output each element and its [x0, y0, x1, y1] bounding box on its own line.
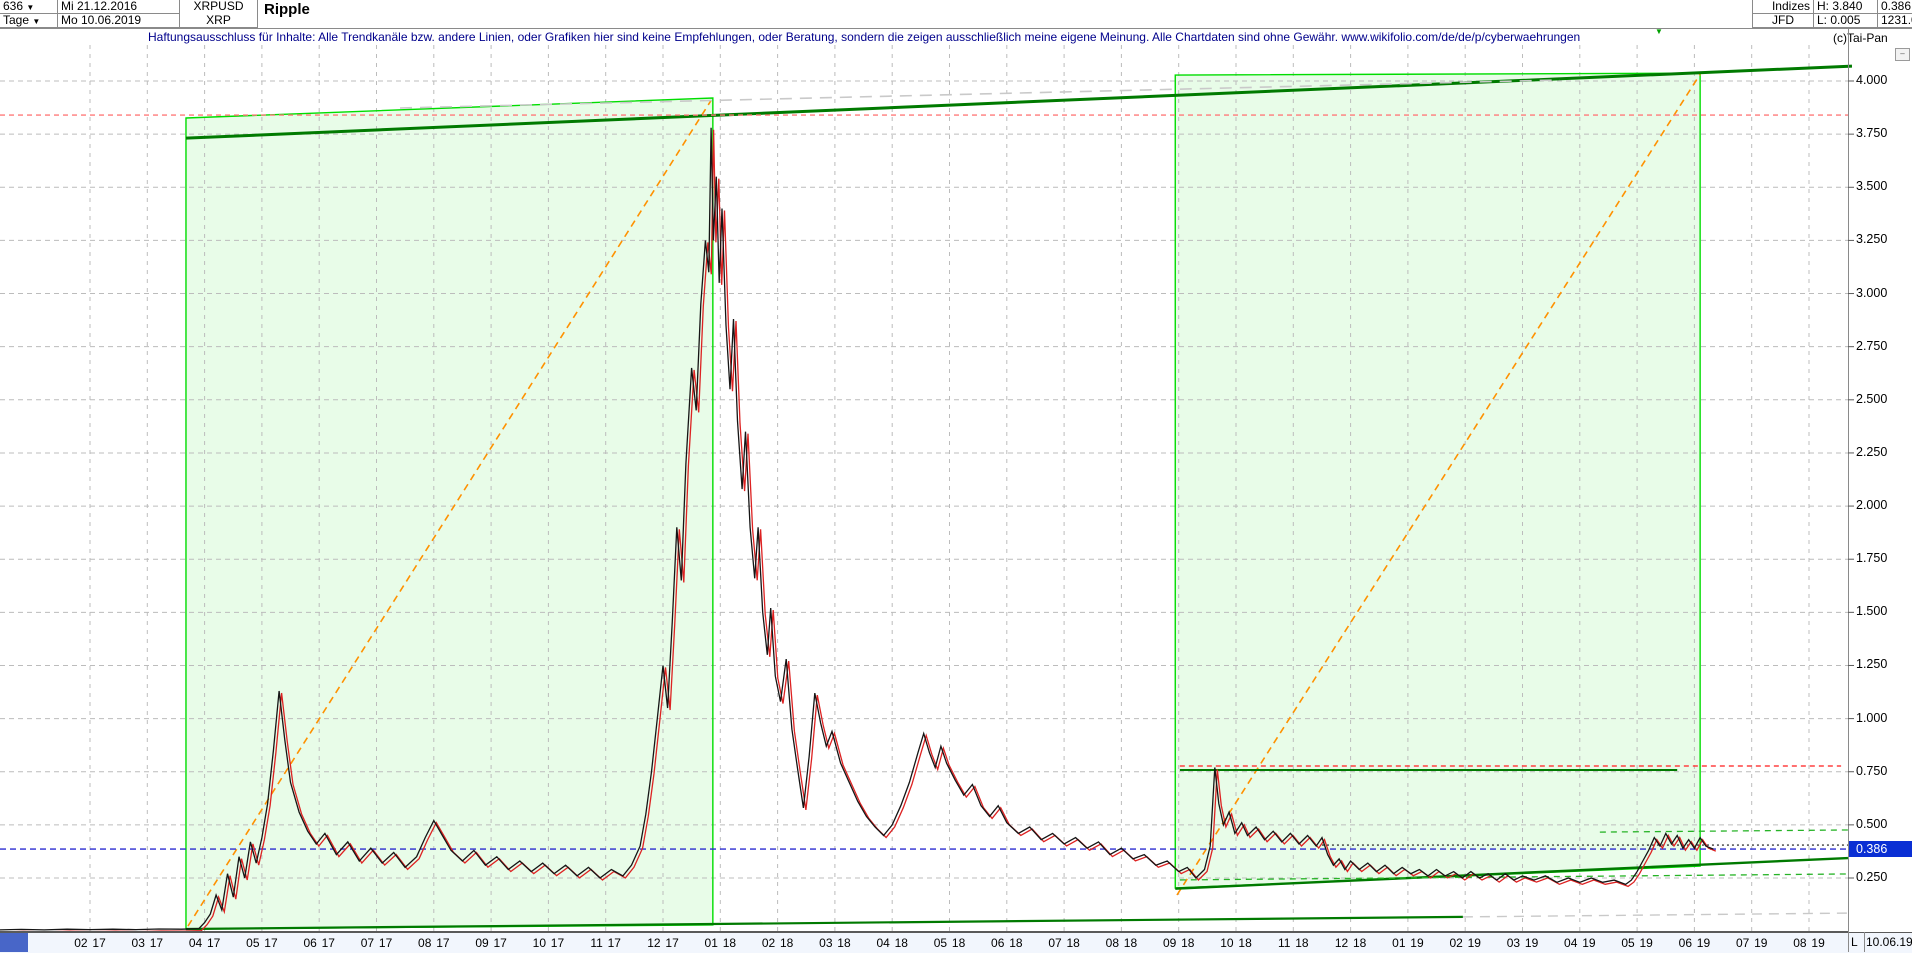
orange-diagonal-2: [1176, 73, 1701, 896]
x-axis-label: 07 19: [1735, 936, 1768, 950]
y-axis-label: 2.000: [1856, 498, 1888, 513]
y-axis-label: 4.000: [1856, 73, 1888, 87]
x-axis-label: 02 17: [74, 936, 106, 950]
green-dashed-mid: [1599, 829, 1848, 833]
y-axis-label: 3.000: [1856, 285, 1888, 300]
disclaimer-text: Haftungsausschluss für Inhalte: Alle Tre…: [148, 30, 1581, 44]
start-date: Mi 21.12.2016: [58, 0, 180, 14]
y-axis-label: 1.000: [1856, 710, 1888, 725]
bars-count-select[interactable]: 636 ▼: [0, 0, 58, 14]
x-axis-label: 04 17: [188, 936, 221, 950]
y-axis-label: 3.500: [1856, 179, 1888, 194]
x-axis-label: 03 17: [131, 936, 164, 950]
x-axis-label: 02 19: [1449, 936, 1481, 950]
timeframe-value: Tage: [3, 14, 30, 27]
y-axis-label: 2.250: [1856, 444, 1888, 459]
upper-ghost-gray-dashed: [399, 79, 1560, 109]
x-axis-label: 02 18: [761, 936, 794, 950]
end-date: Mo 10.06.2019: [58, 14, 180, 28]
price-line: [0, 127, 1714, 931]
instrument-name: Ripple: [264, 1, 310, 18]
header-divider: [0, 28, 1912, 29]
volume-value: 1231.0/0.3: [1878, 14, 1912, 28]
x-axis-label: 01 18: [704, 936, 737, 950]
x-axis-label: 05 18: [933, 936, 966, 950]
last-price-value: 0.386: [1878, 0, 1912, 14]
x-axis-label: 04 18: [876, 936, 908, 950]
price-line-red: [2, 129, 1717, 933]
x-axis-label: 11 17: [590, 936, 621, 950]
chevron-down-icon[interactable]: ▼: [32, 17, 41, 26]
broker-label: JFD: [1752, 14, 1814, 28]
trend-box-2: [1174, 72, 1701, 889]
rising-support-line: [1175, 856, 1849, 890]
x-axis: 02 17 03 17 04 17 05 17 06 17 07 17 08 17 09 17…: [0, 932, 1912, 953]
symbol-short: XRP: [180, 14, 258, 28]
y-axis-label: 2.750: [1856, 338, 1888, 353]
x-axis-label: 03 19: [1506, 936, 1539, 950]
green-dashed-low: [1179, 873, 1848, 881]
minimize-icon[interactable]: –: [1895, 48, 1910, 61]
x-axis-label: 06 18: [991, 936, 1023, 950]
x-axis-label: 12 17: [647, 936, 679, 950]
y-axis-label: 1.250: [1856, 657, 1888, 672]
triangle-down-icon: ▼: [1655, 27, 1663, 36]
footer-separator: [1864, 932, 1865, 952]
x-axis-label: 08 18: [1105, 936, 1138, 950]
upper-channel-line: [185, 64, 1853, 140]
category-label: Indizes: [1752, 0, 1814, 14]
x-axis-label: 05 19: [1621, 936, 1653, 950]
timeframe-select[interactable]: Tage ▼: [0, 14, 58, 28]
last-bar-label: L: [1851, 935, 1858, 949]
x-axis-label: 09 17: [475, 936, 507, 950]
symbol: XRPUSD: [180, 0, 258, 14]
bars-count-value: 636: [3, 0, 24, 13]
current-price-tag: 0.386: [1849, 841, 1912, 857]
x-axis-label: 12 18: [1334, 936, 1367, 950]
y-axis-label: 3.250: [1856, 232, 1888, 247]
x-axis-label: 09 18: [1162, 936, 1195, 950]
x-axis-label: 10 17: [532, 936, 565, 950]
footer-blue-box: [0, 933, 28, 952]
last-bar-date: 10.06.19: [1866, 935, 1912, 949]
lower-flat-support: [185, 915, 1463, 931]
x-axis-label: 07 17: [360, 936, 393, 950]
trend-box-2-fill: [1175, 73, 1701, 888]
y-axis-label: 0.250: [1856, 870, 1888, 884]
x-axis-label: 11 18: [1277, 936, 1309, 950]
x-axis-label: 05 17: [246, 936, 278, 950]
lower-flat-ghost-ext: [1462, 912, 1852, 918]
x-axis-label: 06 17: [303, 936, 335, 950]
y-axis-label: 0.500: [1856, 816, 1888, 831]
y-axis-label: 1.750: [1856, 551, 1888, 566]
y-axis-label: 3.750: [1856, 126, 1888, 141]
y-axis-label: 2.500: [1856, 391, 1888, 406]
orange-diagonal-1: [187, 99, 712, 927]
copyright-label: (c)Tai-Pan: [1833, 31, 1888, 45]
footer-separator: [1848, 932, 1849, 952]
x-axis-label: 10 18: [1220, 936, 1252, 950]
x-axis-label: 07 18: [1048, 936, 1080, 950]
x-axis-label: 06 19: [1678, 936, 1711, 950]
y-axis-label: 0.750: [1856, 763, 1888, 778]
x-axis-label: 03 18: [819, 936, 851, 950]
x-axis-label: 08 19: [1793, 936, 1825, 950]
y-axis-label: 1.500: [1856, 604, 1888, 619]
x-axis-label: 01 19: [1392, 936, 1424, 950]
x-axis-label: 08 17: [418, 936, 450, 950]
chevron-down-icon[interactable]: ▼: [26, 3, 35, 12]
x-axis-label: 04 19: [1564, 936, 1596, 950]
high-value: H: 3.840: [1814, 0, 1878, 14]
low-value: L: 0.005: [1814, 14, 1878, 28]
